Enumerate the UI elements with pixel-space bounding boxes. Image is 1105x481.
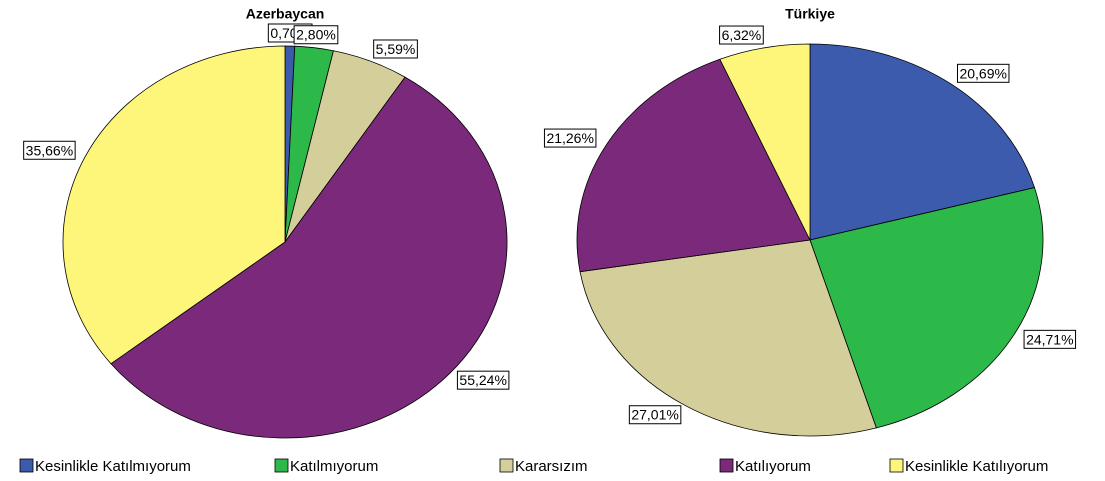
- data-label: 21,26%: [546, 130, 593, 146]
- pie-slice: [579, 239, 877, 437]
- data-label: 55,24%: [459, 372, 506, 388]
- chart-title: Azerbaycan: [246, 6, 325, 22]
- data-label: 35,66%: [26, 142, 73, 158]
- data-label: 5,59%: [376, 41, 416, 57]
- data-label-box: [293, 25, 339, 45]
- pie-slice: [809, 187, 1044, 429]
- chart-title: Türkiye: [785, 6, 835, 22]
- legend-swatch: [499, 458, 514, 473]
- data-label: 24,71%: [1026, 331, 1073, 347]
- pie-slice: [809, 43, 1036, 241]
- legend-swatch: [719, 458, 734, 473]
- pie-slice: [62, 45, 286, 365]
- data-label: 2,80%: [296, 27, 336, 43]
- legend-swatch: [889, 458, 904, 473]
- legend: Kesinlikle Katılmıyorum Katılmıyorum Karar…: [19, 458, 1048, 475]
- legend-label: Kesinlikle Katılıyorum: [905, 458, 1048, 475]
- data-label: 27,01%: [631, 407, 678, 423]
- data-label: 6,32%: [722, 27, 762, 43]
- data-label-box: [719, 25, 764, 45]
- data-label: 20,69%: [959, 65, 1006, 81]
- legend-swatch: [19, 458, 34, 473]
- pie-slice: [576, 58, 811, 273]
- legend-swatch: [274, 458, 289, 473]
- legend-label: Katılıyorum: [735, 458, 811, 475]
- legend-label: Kesinlikle Katılmıyorum: [35, 458, 191, 475]
- data-label-box: [373, 39, 418, 59]
- data-label-box: [956, 63, 1010, 83]
- data-label-box: [23, 140, 76, 160]
- pie-slice: [110, 76, 508, 439]
- legend-label: Kararsızım: [515, 458, 588, 475]
- legend-label: Katılmıyorum: [290, 458, 378, 475]
- pie-slice: [719, 43, 811, 241]
- data-label-box: [628, 405, 682, 425]
- data-label-box: [543, 128, 597, 148]
- data-label-box: [456, 370, 510, 390]
- data-label-box: [1023, 329, 1077, 349]
